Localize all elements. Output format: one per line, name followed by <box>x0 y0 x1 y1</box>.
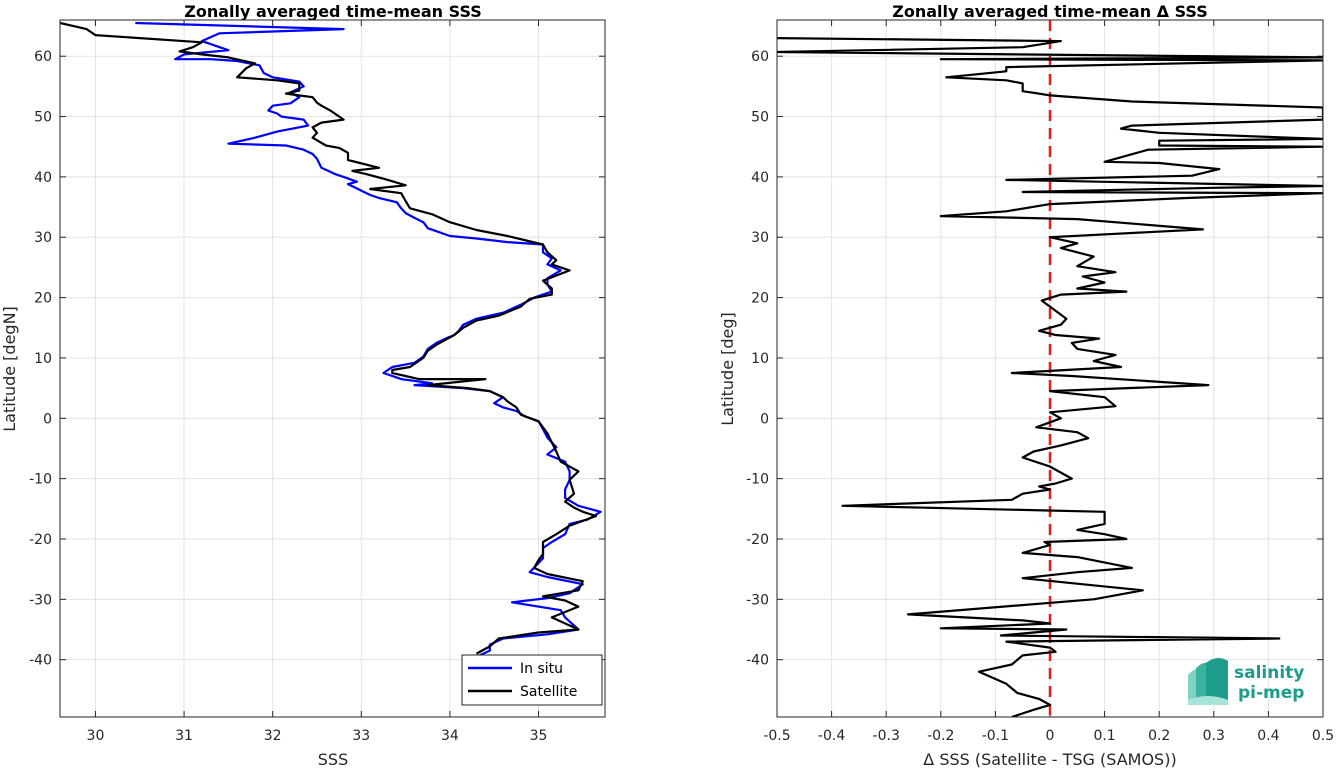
right-y-tick-label: 40 <box>751 170 769 186</box>
legend: In situ Satellite <box>461 654 603 706</box>
left-y-tick-label: 40 <box>34 170 52 186</box>
left-y-tick-label: -30 <box>29 592 52 608</box>
left-y-tick-label: 0 <box>43 411 52 427</box>
right-y-tick-label: -20 <box>746 532 769 548</box>
right-x-tick-label: 0.1 <box>1093 728 1115 744</box>
left-x-tick-label: 34 <box>441 728 459 744</box>
right-series-line-delta <box>777 37 1323 717</box>
legend-label-in-situ: In situ <box>520 661 563 677</box>
right-y-tick-label: 30 <box>751 230 769 246</box>
right-x-tick-label: 0.5 <box>1312 728 1334 744</box>
logo-text-pi-mep: pi-mep <box>1238 683 1304 703</box>
right-y-axis-label: Latitude [deg] <box>718 312 737 426</box>
left-axes-box <box>59 19 606 718</box>
left-chart-title: Zonally averaged time-mean SSS <box>184 2 482 21</box>
right-x-axis-label: Δ SSS (Satellite - TSG (SAMOS)) <box>923 750 1176 769</box>
right-x-tick-label: 0 <box>1046 728 1055 744</box>
left-x-tick-label: 33 <box>352 728 370 744</box>
right-x-ticks: -0.5 -0.4 -0.3 -0.2 -0.1 0 0.1 0.2 0.3 0.4 0.5 <box>763 20 1334 744</box>
right-x-tick-label: -0.1 <box>982 728 1009 744</box>
left-y-tick-label: 10 <box>34 351 52 367</box>
right-chart-title: Zonally averaged time-mean Δ SSS <box>892 2 1208 21</box>
left-x-tick-label: 31 <box>175 728 193 744</box>
legend-label-satellite: Satellite <box>520 684 577 700</box>
right-x-tick-label: 0.2 <box>1148 728 1170 744</box>
left-chart-panel: Zonally averaged time-mean SSS 30 31 32 33 3… <box>0 2 606 769</box>
left-y-tick-label: 30 <box>34 230 52 246</box>
left-y-axis-label: Latitude [degN] <box>0 306 19 432</box>
left-y-tick-label: 50 <box>34 110 52 126</box>
right-y-tick-label: -10 <box>746 472 769 488</box>
left-y-tick-label: -10 <box>29 472 52 488</box>
right-y-ticks: -40 -30 -20 -10 0 10 20 30 40 50 60 <box>746 49 1323 669</box>
right-y-tick-label: -40 <box>746 653 769 669</box>
right-x-tick-label: -0.4 <box>818 728 845 744</box>
right-y-tick-label: 10 <box>751 351 769 367</box>
right-y-tick-label: 20 <box>751 291 769 307</box>
right-y-tick-label: 50 <box>751 110 769 126</box>
right-y-tick-label: 0 <box>760 411 769 427</box>
left-x-tick-label: 32 <box>264 728 282 744</box>
left-series <box>60 21 602 662</box>
logo-wave-icon <box>1188 657 1228 705</box>
left-y-tick-label: -20 <box>29 532 52 548</box>
right-chart-panel: Zonally averaged time-mean Δ SSS -0.5 -0.… <box>718 2 1334 769</box>
right-x-tick-label: -0.5 <box>763 728 790 744</box>
left-x-tick-label: 30 <box>87 728 105 744</box>
left-y-tick-label: 60 <box>34 49 52 65</box>
right-series <box>777 37 1323 717</box>
left-series-line-satellite <box>60 21 598 655</box>
left-x-ticks: 30 31 32 33 34 35 <box>87 20 548 744</box>
left-x-tick-label: 35 <box>530 728 548 744</box>
right-x-tick-label: -0.2 <box>927 728 954 744</box>
left-series-line-in-situ <box>135 21 602 662</box>
right-x-tick-label: 0.3 <box>1203 728 1225 744</box>
right-y-tick-label: 60 <box>751 49 769 65</box>
right-x-tick-label: 0.4 <box>1257 728 1279 744</box>
left-y-tick-label: 20 <box>34 291 52 307</box>
left-y-ticks: -40 -30 -20 -10 0 10 20 30 40 50 60 <box>29 49 605 669</box>
left-y-tick-label: -40 <box>29 653 52 669</box>
salinity-pi-mep-logo: salinity pi-mep <box>1188 657 1304 705</box>
legend-box <box>461 654 603 706</box>
left-x-axis-label: SSS <box>318 750 348 769</box>
right-x-tick-label: -0.3 <box>873 728 900 744</box>
right-axes-box <box>776 19 1324 718</box>
right-y-tick-label: -30 <box>746 592 769 608</box>
logo-text-salinity: salinity <box>1234 663 1304 683</box>
left-plot-area <box>60 20 605 717</box>
